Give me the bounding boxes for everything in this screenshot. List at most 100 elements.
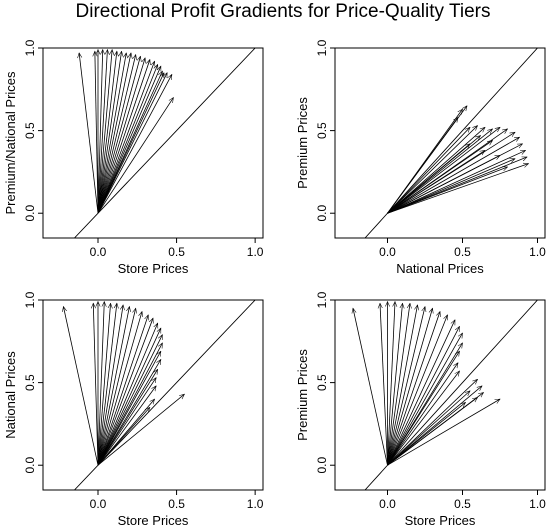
gradient-arrow (387, 333, 463, 466)
gradient-arrow (97, 343, 163, 466)
gradient-arrow (387, 351, 460, 466)
x-tick-label: 1.0 (529, 497, 546, 511)
gradient-arrow (97, 98, 173, 214)
x-axis-label: Store Prices (118, 513, 189, 528)
gradient-arrow (387, 379, 478, 466)
plot-frame (334, 47, 546, 239)
gradient-arrow (387, 302, 396, 466)
gradient-arrow (97, 53, 126, 214)
x-tick-label: 0.5 (168, 497, 185, 511)
y-tick-label: 0.5 (23, 374, 37, 391)
gradient-arrow (97, 394, 184, 466)
gradient-arrow (97, 305, 123, 466)
gradient-arrow (387, 136, 481, 214)
gradient-arrow (97, 66, 162, 214)
gradient-arrow (97, 58, 145, 214)
y-axis-label: Premium/National Prices (3, 71, 18, 215)
x-tick-label: 1.0 (247, 245, 264, 259)
arrow-group (387, 106, 529, 214)
y-tick-label: 0.0 (23, 457, 37, 474)
gradient-arrow (387, 303, 411, 466)
x-tick-label: 0.5 (454, 245, 471, 259)
gradient-arrow (97, 73, 165, 214)
x-tick-label: 0.0 (90, 497, 107, 511)
gradient-arrow (387, 167, 508, 214)
gradient-arrow (387, 303, 403, 466)
gradient-arrow (97, 53, 131, 214)
gradient-arrow (97, 303, 111, 466)
gradient-arrow (387, 312, 441, 466)
gradient-arrow (97, 73, 168, 214)
plot-frame (42, 47, 264, 239)
gradient-arrow (97, 318, 153, 466)
x-axis-label: Store Prices (118, 261, 189, 276)
gradient-arrow (387, 127, 471, 214)
gradient-arrow (97, 50, 112, 214)
gradient-arrow (97, 61, 155, 214)
gradient-arrow (97, 74, 173, 214)
gradient-arrow (353, 308, 388, 466)
gradient-arrow (97, 302, 104, 466)
y-tick-label: 0.0 (23, 205, 37, 222)
panel-4: 0.0 0.5 1.0 0.0 0.5 1.0 Store Prices Premium Pr… (295, 291, 546, 528)
plot-frame (334, 299, 546, 491)
panel-2: 0.0 0.5 1.0 0.0 0.5 1.0 National Prices Premium… (295, 39, 546, 276)
gradient-arrow (97, 308, 136, 466)
x-tick-label: 1.0 (247, 497, 264, 511)
reference-line (364, 300, 538, 490)
y-axis-label: Premium Prices (295, 349, 310, 441)
gradient-arrow (79, 53, 99, 214)
gradient-arrow (387, 315, 448, 466)
gradient-arrow (97, 51, 122, 214)
gradient-arrow (387, 106, 468, 214)
gradient-arrow (97, 351, 162, 466)
gradient-arrow (97, 386, 156, 466)
y-tick-label: 0.5 (315, 374, 329, 391)
gradient-arrow (97, 307, 129, 466)
y-tick-label: 0.0 (315, 205, 329, 222)
gradient-arrow (97, 312, 142, 466)
y-tick-label: 0.5 (23, 122, 37, 139)
gradient-arrow (387, 127, 486, 214)
gradient-arrow (97, 55, 136, 214)
gradient-arrow (387, 320, 456, 466)
gradient-arrow (97, 359, 161, 466)
gradient-arrow (387, 326, 460, 466)
gradient-arrow (387, 402, 466, 466)
gradient-arrow (97, 328, 162, 466)
gradient-arrow (387, 164, 529, 214)
gradient-arrow (95, 51, 99, 214)
plot-frame (42, 299, 264, 491)
gradient-arrow (387, 397, 478, 466)
gradient-arrow (97, 51, 117, 214)
gradient-arrow (97, 56, 140, 214)
gradient-arrow (97, 303, 117, 466)
gradient-arrow (387, 308, 433, 466)
chart-panels: 0.0 0.5 1.0 0.0 0.5 1.0 Store Prices Premium/Na… (3, 39, 546, 528)
gradient-arrow (97, 50, 107, 214)
gradient-arrow (387, 127, 501, 214)
x-axis-label: Store Prices (405, 513, 476, 528)
x-tick-label: 0.5 (454, 497, 471, 511)
y-axis-label: Premium Prices (295, 97, 310, 189)
x-tick-label: 0.0 (90, 245, 107, 259)
gradient-arrow (97, 378, 156, 466)
y-tick-label: 0.0 (315, 457, 329, 474)
gradient-arrow (97, 407, 150, 466)
gradient-arrow (93, 303, 99, 466)
gradient-arrow (63, 307, 99, 466)
y-tick-label: 1.0 (315, 291, 329, 308)
gradient-arrow (387, 307, 426, 466)
gradient-arrow (97, 50, 103, 214)
gradient-arrow (97, 323, 158, 466)
gradient-arrow (387, 155, 501, 214)
gradient-arrow (387, 399, 501, 466)
chart-title: Directional Profit Gradients for Price-Q… (76, 1, 491, 22)
gradient-arrow (387, 126, 478, 214)
gradient-arrow (387, 136, 520, 214)
gradient-arrow (387, 158, 516, 214)
x-tick-label: 1.0 (529, 245, 546, 259)
arrow-group (63, 302, 184, 466)
arrow-group (79, 50, 173, 214)
